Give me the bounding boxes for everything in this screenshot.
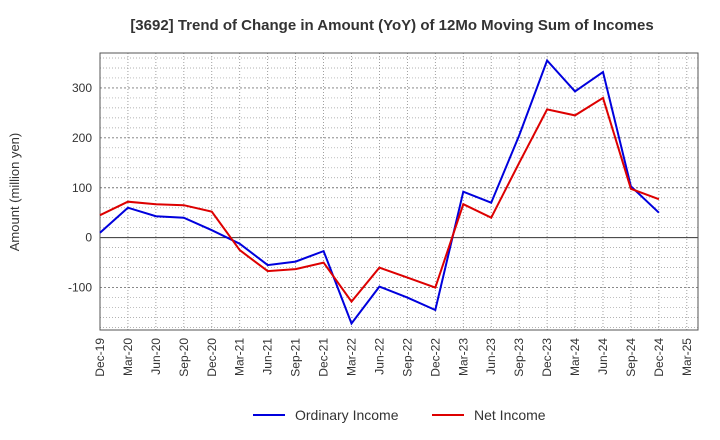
y-tick-label: 0 <box>85 231 92 245</box>
x-tick-label: Dec-19 <box>93 338 107 377</box>
y-tick-label: 200 <box>72 131 92 145</box>
x-tick-label: Mar-21 <box>233 338 247 376</box>
y-axis-label: Amount (million yen) <box>7 133 22 252</box>
x-tick-label: Jun-21 <box>261 338 275 375</box>
x-tick-label: Dec-21 <box>317 338 331 377</box>
series-line-ordinary-income <box>99 58 660 326</box>
x-tick-label: Mar-22 <box>344 338 358 376</box>
x-tick-label: Sep-20 <box>177 338 191 377</box>
legend: Ordinary Income Net Income <box>253 407 546 423</box>
x-tick-label: Sep-23 <box>512 338 526 377</box>
x-tick-label: Mar-25 <box>680 338 694 376</box>
x-tick-label: Dec-20 <box>205 338 219 377</box>
x-tick-label: Mar-20 <box>121 338 135 376</box>
legend-label-ordinary-income: Ordinary Income <box>295 407 399 423</box>
y-tick-label: 300 <box>72 81 92 95</box>
x-tick-label: Sep-22 <box>400 338 414 377</box>
x-tick-label: Jun-22 <box>372 338 386 375</box>
plot-area: -100 0 100 200 300 Dec-19 Mar-20 Jun-20 Sep-20 De… <box>68 52 699 377</box>
chart-title: [3692] Trend of Change in Amount (YoY) o… <box>130 17 653 34</box>
x-tick-label: Jun-20 <box>149 338 163 375</box>
plot-frame <box>99 52 699 331</box>
y-tick-label: 100 <box>72 181 92 195</box>
x-tick-label: Jun-23 <box>484 338 498 375</box>
x-tick-label: Mar-23 <box>456 338 470 376</box>
series-line-net-income <box>99 96 660 304</box>
y-tick-label: -100 <box>68 281 92 295</box>
x-tick-label: Jun-24 <box>596 338 610 375</box>
x-tick-label: Mar-24 <box>568 338 582 376</box>
x-tick-label: Sep-21 <box>289 338 303 377</box>
legend-label-net-income: Net Income <box>474 407 546 423</box>
x-tick-label: Dec-24 <box>652 338 666 377</box>
x-tick-label: Dec-23 <box>540 338 554 377</box>
x-tick-label: Sep-24 <box>624 338 638 377</box>
x-tick-label: Dec-22 <box>428 338 442 377</box>
